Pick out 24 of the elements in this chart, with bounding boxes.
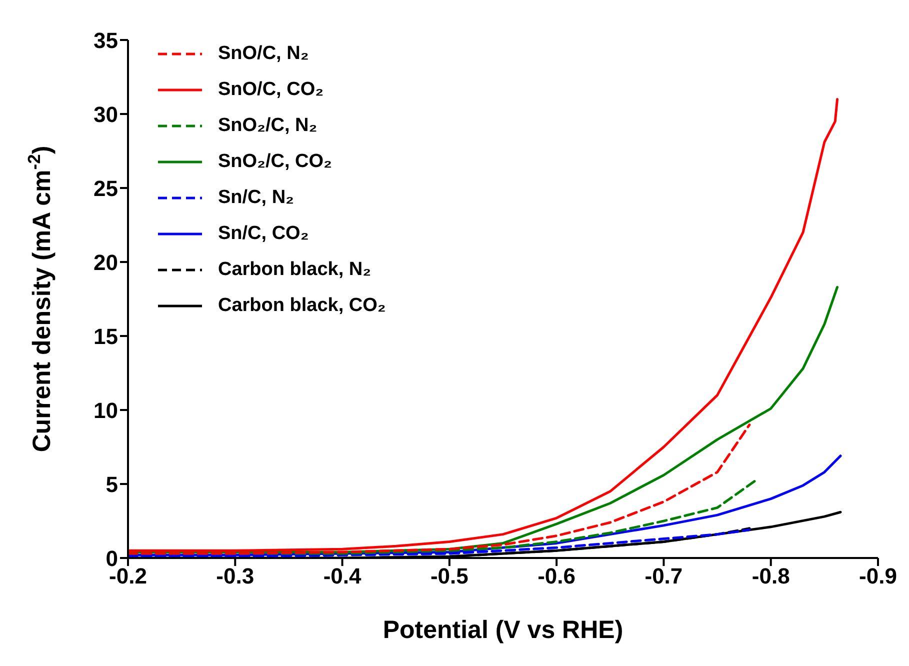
- y-tick-label: 5: [106, 472, 118, 497]
- legend-label: SnO₂/C, N₂: [218, 115, 318, 137]
- legend-label: Carbon black, CO₂: [218, 295, 386, 317]
- x-tick-label: -0.7: [644, 564, 683, 589]
- legend-label: SnO/C, CO₂: [218, 79, 324, 101]
- legend-label: Sn/C, CO₂: [218, 223, 309, 245]
- x-tick-label: -0.4: [323, 564, 362, 589]
- legend-label: Sn/C, N₂: [218, 187, 294, 209]
- x-tick-label: -0.3: [216, 564, 254, 589]
- x-tick-label: -0.8: [752, 564, 790, 589]
- legend-label: SnO₂/C, CO₂: [218, 151, 332, 173]
- x-axis-title: Potential (V vs RHE): [382, 616, 624, 644]
- y-tick-label: 20: [94, 250, 118, 275]
- y-tick-label: 35: [94, 28, 118, 53]
- line-series: [128, 98, 839, 552]
- y-tick-label: 30: [94, 102, 118, 127]
- x-tick-label: -0.5: [430, 564, 468, 589]
- x-tick-label: -0.9: [859, 564, 897, 589]
- legend-label: SnO/C, N₂: [218, 43, 309, 65]
- y-tick-label: 15: [94, 324, 118, 349]
- y-tick-label: 25: [94, 176, 118, 201]
- x-tick-label: -0.6: [538, 564, 576, 589]
- legend-label: Carbon black, N₂: [218, 259, 372, 281]
- y-tick-label: 10: [94, 398, 118, 423]
